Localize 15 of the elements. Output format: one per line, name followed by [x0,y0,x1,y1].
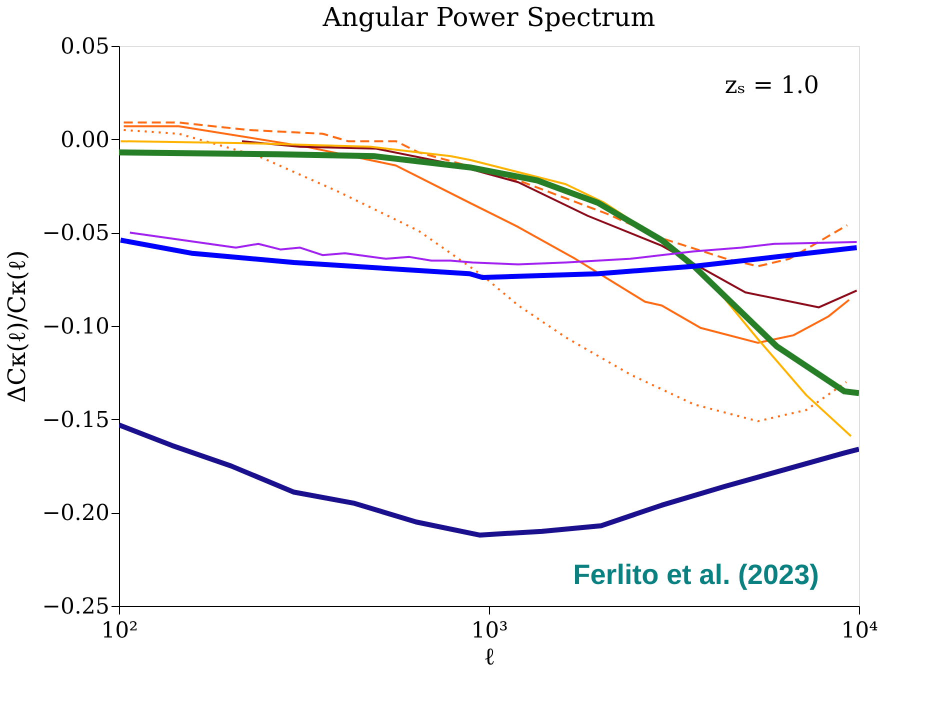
y-tick-label: 0.05 [60,34,110,60]
y-tick-label: −0.15 [42,408,110,433]
y-tick-label: 0.00 [60,128,110,153]
x-axis-title: ℓ [484,642,496,670]
annotation: Ferlito et al. (2023) [573,559,819,590]
y-tick-label: −0.10 [42,314,110,340]
y-tick-label: −0.05 [42,221,110,246]
x-tick-label: 10² [101,618,138,644]
x-tick-label: 10³ [471,618,508,644]
x-tick-label: 10⁴ [841,618,878,644]
y-tick-label: −0.20 [42,501,110,526]
annotation: zₛ = 1.0 [724,71,819,99]
y-tick-label: −0.25 [42,594,110,620]
chart-title: Angular Power Spectrum [322,3,656,33]
y-axis-title: ΔCκ(ℓ)/Cκ(ℓ) [3,250,32,403]
